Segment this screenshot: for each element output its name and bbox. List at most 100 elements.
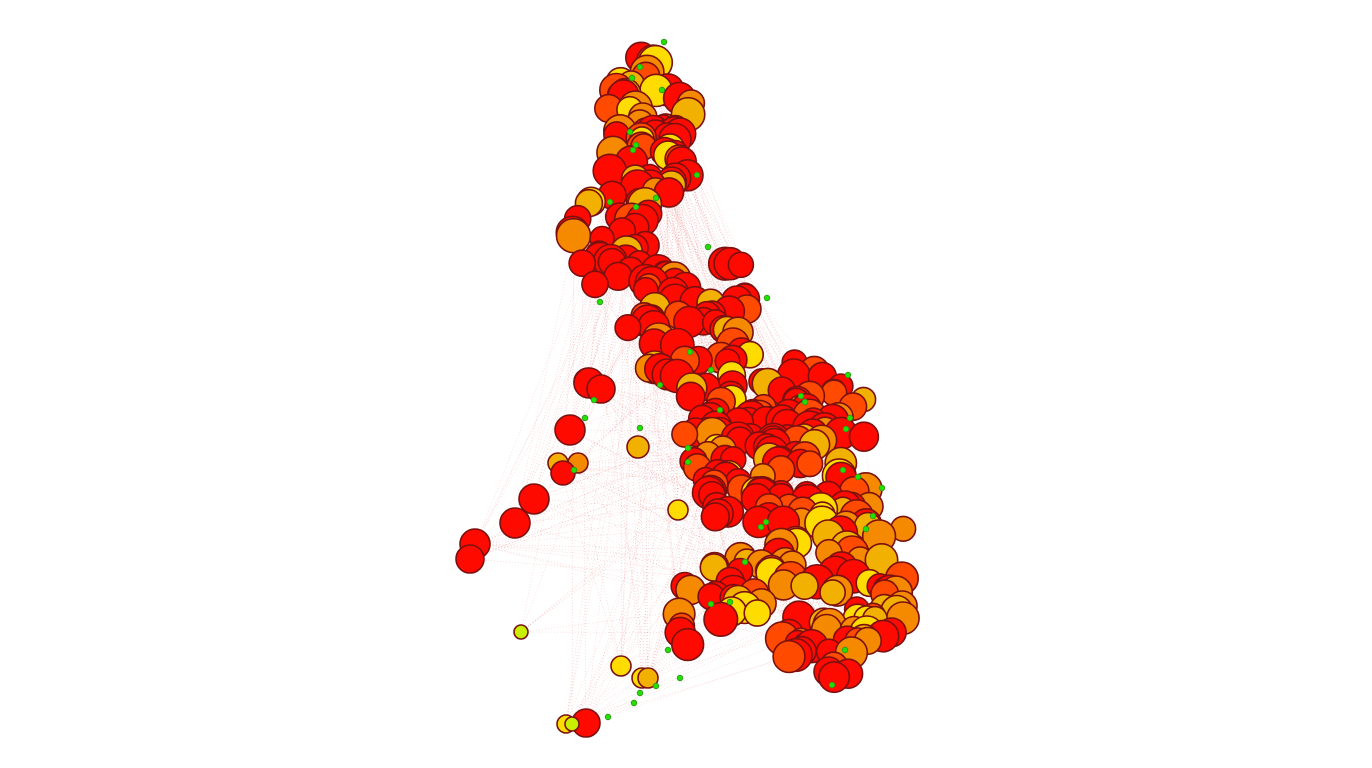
graph-node-small[interactable] <box>632 141 640 149</box>
graph-node[interactable] <box>499 507 531 539</box>
graph-node[interactable] <box>818 661 851 694</box>
graph-node-small[interactable] <box>846 414 854 422</box>
graph-node[interactable] <box>610 655 632 677</box>
graph-node-small[interactable] <box>636 63 644 71</box>
graph-node-small[interactable] <box>658 86 666 94</box>
graph-node[interactable] <box>626 435 650 459</box>
graph-node-small[interactable] <box>626 128 634 136</box>
graph-node[interactable] <box>554 414 586 446</box>
graph-edge <box>669 148 704 322</box>
graph-node-small[interactable] <box>757 523 765 531</box>
graph-node-small[interactable] <box>716 406 724 414</box>
graph-node[interactable] <box>586 374 616 404</box>
graph-edge <box>679 613 807 646</box>
graph-edge <box>569 220 643 431</box>
graph-node-small[interactable] <box>797 392 805 400</box>
graph-node-small[interactable] <box>854 473 862 481</box>
graph-node[interactable] <box>518 483 550 515</box>
graph-node[interactable] <box>581 270 609 299</box>
graph-node-small[interactable] <box>726 598 734 606</box>
graph-edge <box>514 253 600 524</box>
graph-node-small[interactable] <box>660 38 668 46</box>
graph-node-small[interactable] <box>676 674 684 682</box>
graph-node-small[interactable] <box>596 298 604 306</box>
graph-node-small[interactable] <box>762 518 770 526</box>
graph-edge <box>647 420 749 679</box>
graph-edge <box>654 158 680 344</box>
graph-node-small[interactable] <box>664 646 672 654</box>
graph-node[interactable] <box>796 450 824 478</box>
graph-edge <box>621 231 643 679</box>
graph-node-small[interactable] <box>686 348 694 356</box>
graph-edge <box>569 429 622 667</box>
graph-edge <box>533 429 710 500</box>
graph-node[interactable] <box>550 460 576 486</box>
graph-node-small[interactable] <box>842 425 850 433</box>
graph-edge <box>474 543 829 553</box>
graph-node[interactable] <box>848 421 880 453</box>
graph-node-small[interactable] <box>684 444 692 452</box>
graph-edge <box>585 262 640 724</box>
graph-node-small[interactable] <box>656 381 664 389</box>
graph-node[interactable] <box>564 716 580 732</box>
graph-edge <box>533 284 596 500</box>
graph-node-small[interactable] <box>828 681 836 689</box>
graph-node-small[interactable] <box>741 558 749 566</box>
graph-node-small[interactable] <box>704 243 712 251</box>
graph-node[interactable] <box>513 624 529 640</box>
graph-node[interactable] <box>637 667 659 689</box>
graph-node-small[interactable] <box>630 699 638 707</box>
graph-node-small[interactable] <box>581 414 589 422</box>
graph-node[interactable] <box>819 579 847 606</box>
graph-node[interactable] <box>555 217 592 254</box>
graph-node-small[interactable] <box>844 371 852 379</box>
graph-edge <box>585 570 768 724</box>
graph-node-small[interactable] <box>652 194 660 202</box>
graph-nodes <box>455 38 920 738</box>
graph-node[interactable] <box>614 314 642 342</box>
graph-node-small[interactable] <box>693 171 701 179</box>
graph-node-small[interactable] <box>841 646 849 654</box>
graph-edge <box>598 253 643 679</box>
graph-node[interactable] <box>670 627 705 662</box>
graph-node-small[interactable] <box>801 398 809 406</box>
graph-node[interactable] <box>727 251 755 279</box>
graph-node-small[interactable] <box>869 512 877 520</box>
graph-node[interactable] <box>667 499 689 521</box>
graph-node-small[interactable] <box>878 484 886 492</box>
graph-node-small[interactable] <box>604 713 612 721</box>
graph-node-small[interactable] <box>632 203 640 211</box>
graph-edge <box>694 301 729 512</box>
graph-node[interactable] <box>568 249 597 278</box>
graph-edge <box>571 654 796 725</box>
graph-edge <box>557 151 665 464</box>
graph-node-small[interactable] <box>707 366 715 374</box>
graph-node-small[interactable] <box>629 146 637 154</box>
graph-edge <box>641 137 688 645</box>
graph-node[interactable] <box>772 639 806 674</box>
graph-node[interactable] <box>790 571 819 601</box>
graph-edge <box>585 437 751 724</box>
graph-edge <box>569 429 782 545</box>
graph-node-small[interactable] <box>684 458 692 466</box>
graph-node-small[interactable] <box>570 466 578 474</box>
graph-node-small[interactable] <box>652 682 660 690</box>
graph-node-small[interactable] <box>590 396 598 404</box>
graph-node-small[interactable] <box>862 525 870 533</box>
graph-node-small[interactable] <box>636 689 644 697</box>
graph-node[interactable] <box>703 601 739 638</box>
graph-node[interactable] <box>743 599 772 627</box>
graph-node-small[interactable] <box>628 74 636 82</box>
graph-node-small[interactable] <box>606 198 614 206</box>
graph-node[interactable] <box>455 544 485 574</box>
graph-edge <box>664 133 866 490</box>
graph-edge <box>611 262 711 491</box>
graph-node-small[interactable] <box>707 600 715 608</box>
graph-node-small[interactable] <box>763 294 771 302</box>
graph-node-small[interactable] <box>839 466 847 474</box>
graph-node-small[interactable] <box>636 424 644 432</box>
graph-node[interactable] <box>671 420 699 448</box>
graph-edge <box>863 436 887 591</box>
graph-node[interactable] <box>700 502 730 532</box>
